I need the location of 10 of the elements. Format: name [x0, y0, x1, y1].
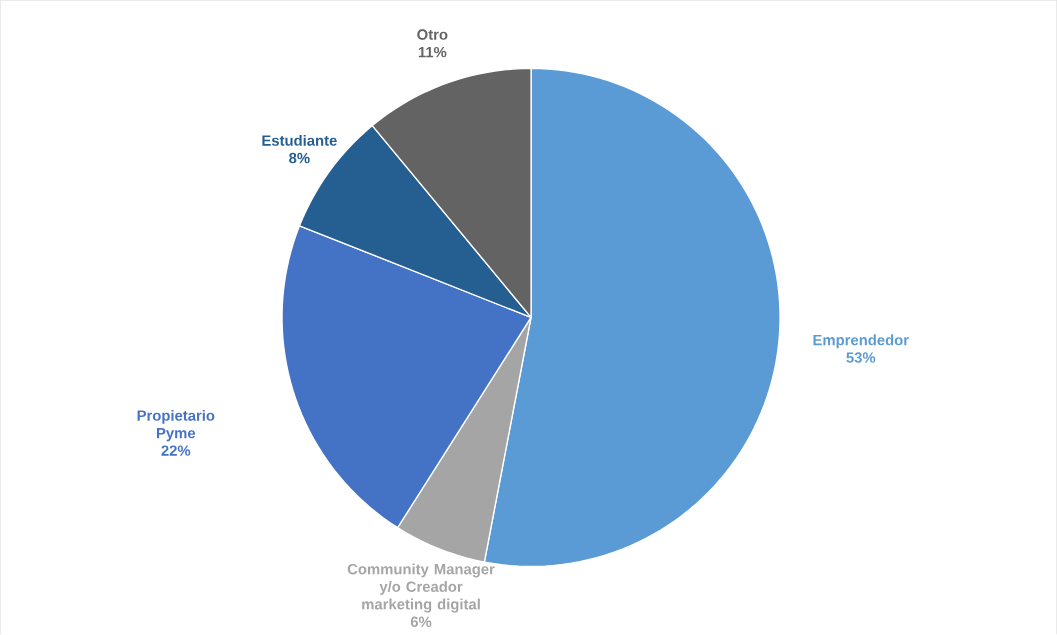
slice-label: Propietario Pyme [137, 410, 215, 442]
slice-label: Otro [417, 29, 448, 41]
slice-label: Emprendedor [813, 334, 909, 349]
data-label: 11% [418, 47, 447, 58]
slice-label: Community Manager y/o Creador marketing digital [347, 563, 495, 613]
data-label: 6% [410, 616, 432, 628]
data-label: 53% [846, 352, 876, 364]
slice-label: Estudiante [262, 135, 337, 147]
data-label: 8% [289, 153, 310, 164]
data-label: 22% [161, 445, 191, 457]
